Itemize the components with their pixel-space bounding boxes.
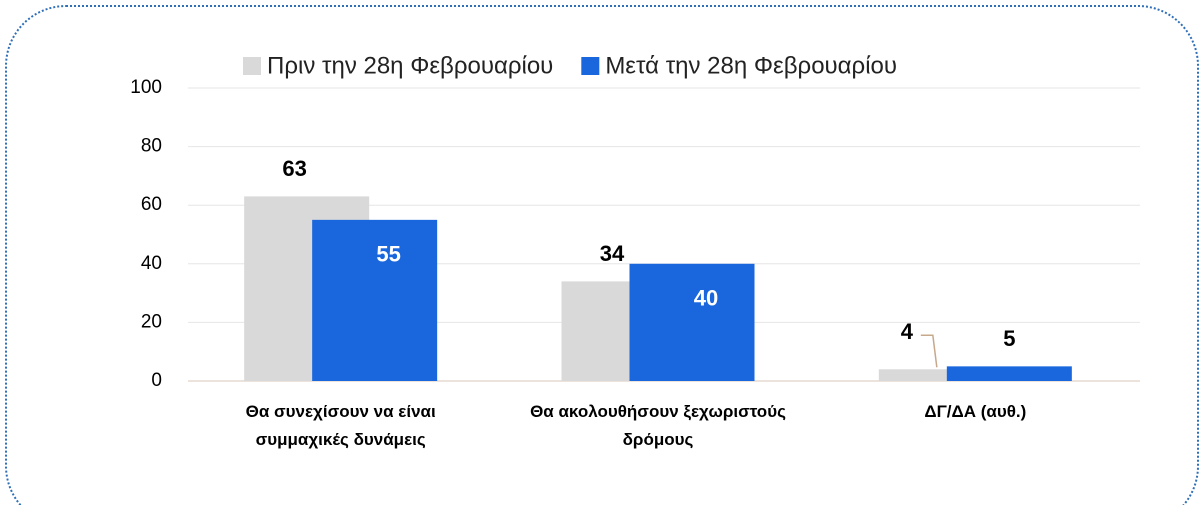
value-label: 4 <box>901 319 914 344</box>
bar <box>629 263 755 381</box>
leader-line <box>920 334 938 368</box>
value-label: 5 <box>1003 326 1015 351</box>
bar <box>878 369 1004 381</box>
y-tick-label: 80 <box>141 136 162 157</box>
frame <box>5 5 1199 505</box>
y-tick-label: 60 <box>141 194 162 215</box>
x-tick-label: ΔΓ/ΔΑ (αυθ.) <box>924 402 1027 421</box>
y-tick-label: 100 <box>130 77 162 98</box>
legend-swatch <box>581 57 600 75</box>
legend-label: Μετά την 28η Φεβρουαρίου <box>605 52 897 79</box>
value-label: 63 <box>282 156 306 181</box>
value-label: 34 <box>600 241 625 266</box>
value-label: 40 <box>694 286 718 311</box>
bar <box>312 219 438 381</box>
x-tick-label: Θα συνεχίσουν να είναι συμμαχικές δυνάμε… <box>245 402 436 449</box>
y-tick-label: 20 <box>141 311 162 332</box>
x-tick-label: Θα ακολουθήσουν ξεχωριστούς δρόμους <box>530 402 786 449</box>
value-label: 55 <box>376 242 400 267</box>
legend-swatch <box>243 57 261 75</box>
bar <box>946 366 1072 381</box>
legend-label: Πριν την 28η Φεβρουαρίου <box>267 52 553 79</box>
y-tick-label: 0 <box>151 370 162 391</box>
y-tick-label: 40 <box>141 253 162 274</box>
